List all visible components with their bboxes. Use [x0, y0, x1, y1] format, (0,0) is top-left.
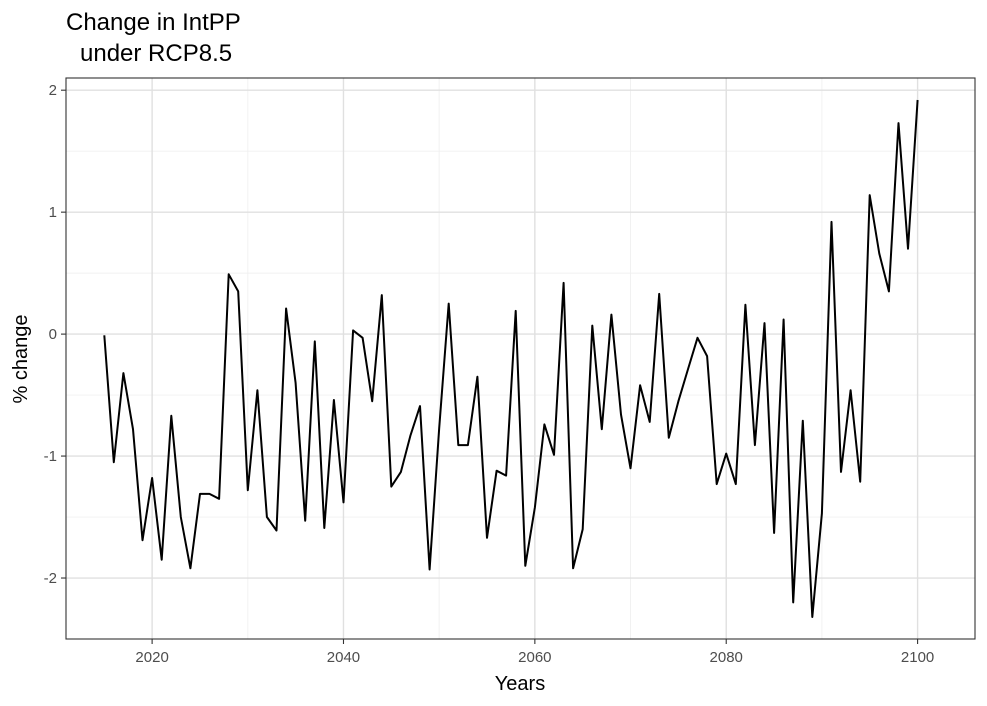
y-tick-label: 2: [49, 82, 57, 99]
x-axis: 2020 2040 2060 2080 2100: [135, 639, 934, 666]
series-line: [103, 99, 919, 618]
x-tick-label: 2020: [135, 649, 168, 666]
chart-title-line-2: under RCP8.5: [80, 40, 232, 67]
y-tick-label: -2: [44, 570, 57, 587]
x-tick-label: 2080: [710, 649, 743, 666]
plot-panel: [65, 77, 976, 640]
y-tick-label: -1: [44, 448, 57, 465]
series-layer: [103, 99, 919, 618]
panel-border: [65, 77, 976, 640]
y-axis: -2 -1 0 1 2: [44, 82, 66, 587]
x-tick-label: 2060: [518, 649, 551, 666]
x-tick-label: 2100: [901, 649, 934, 666]
x-tick-label: 2040: [327, 649, 360, 666]
x-axis-title: Years: [495, 673, 545, 695]
y-axis-title: % change: [10, 315, 32, 404]
major-gridlines: [66, 78, 975, 639]
y-tick-label: 1: [49, 204, 57, 221]
chart-title-line-1: Change in IntPP: [66, 9, 241, 36]
minor-gridlines: [66, 78, 975, 639]
y-tick-label: 0: [49, 326, 57, 343]
